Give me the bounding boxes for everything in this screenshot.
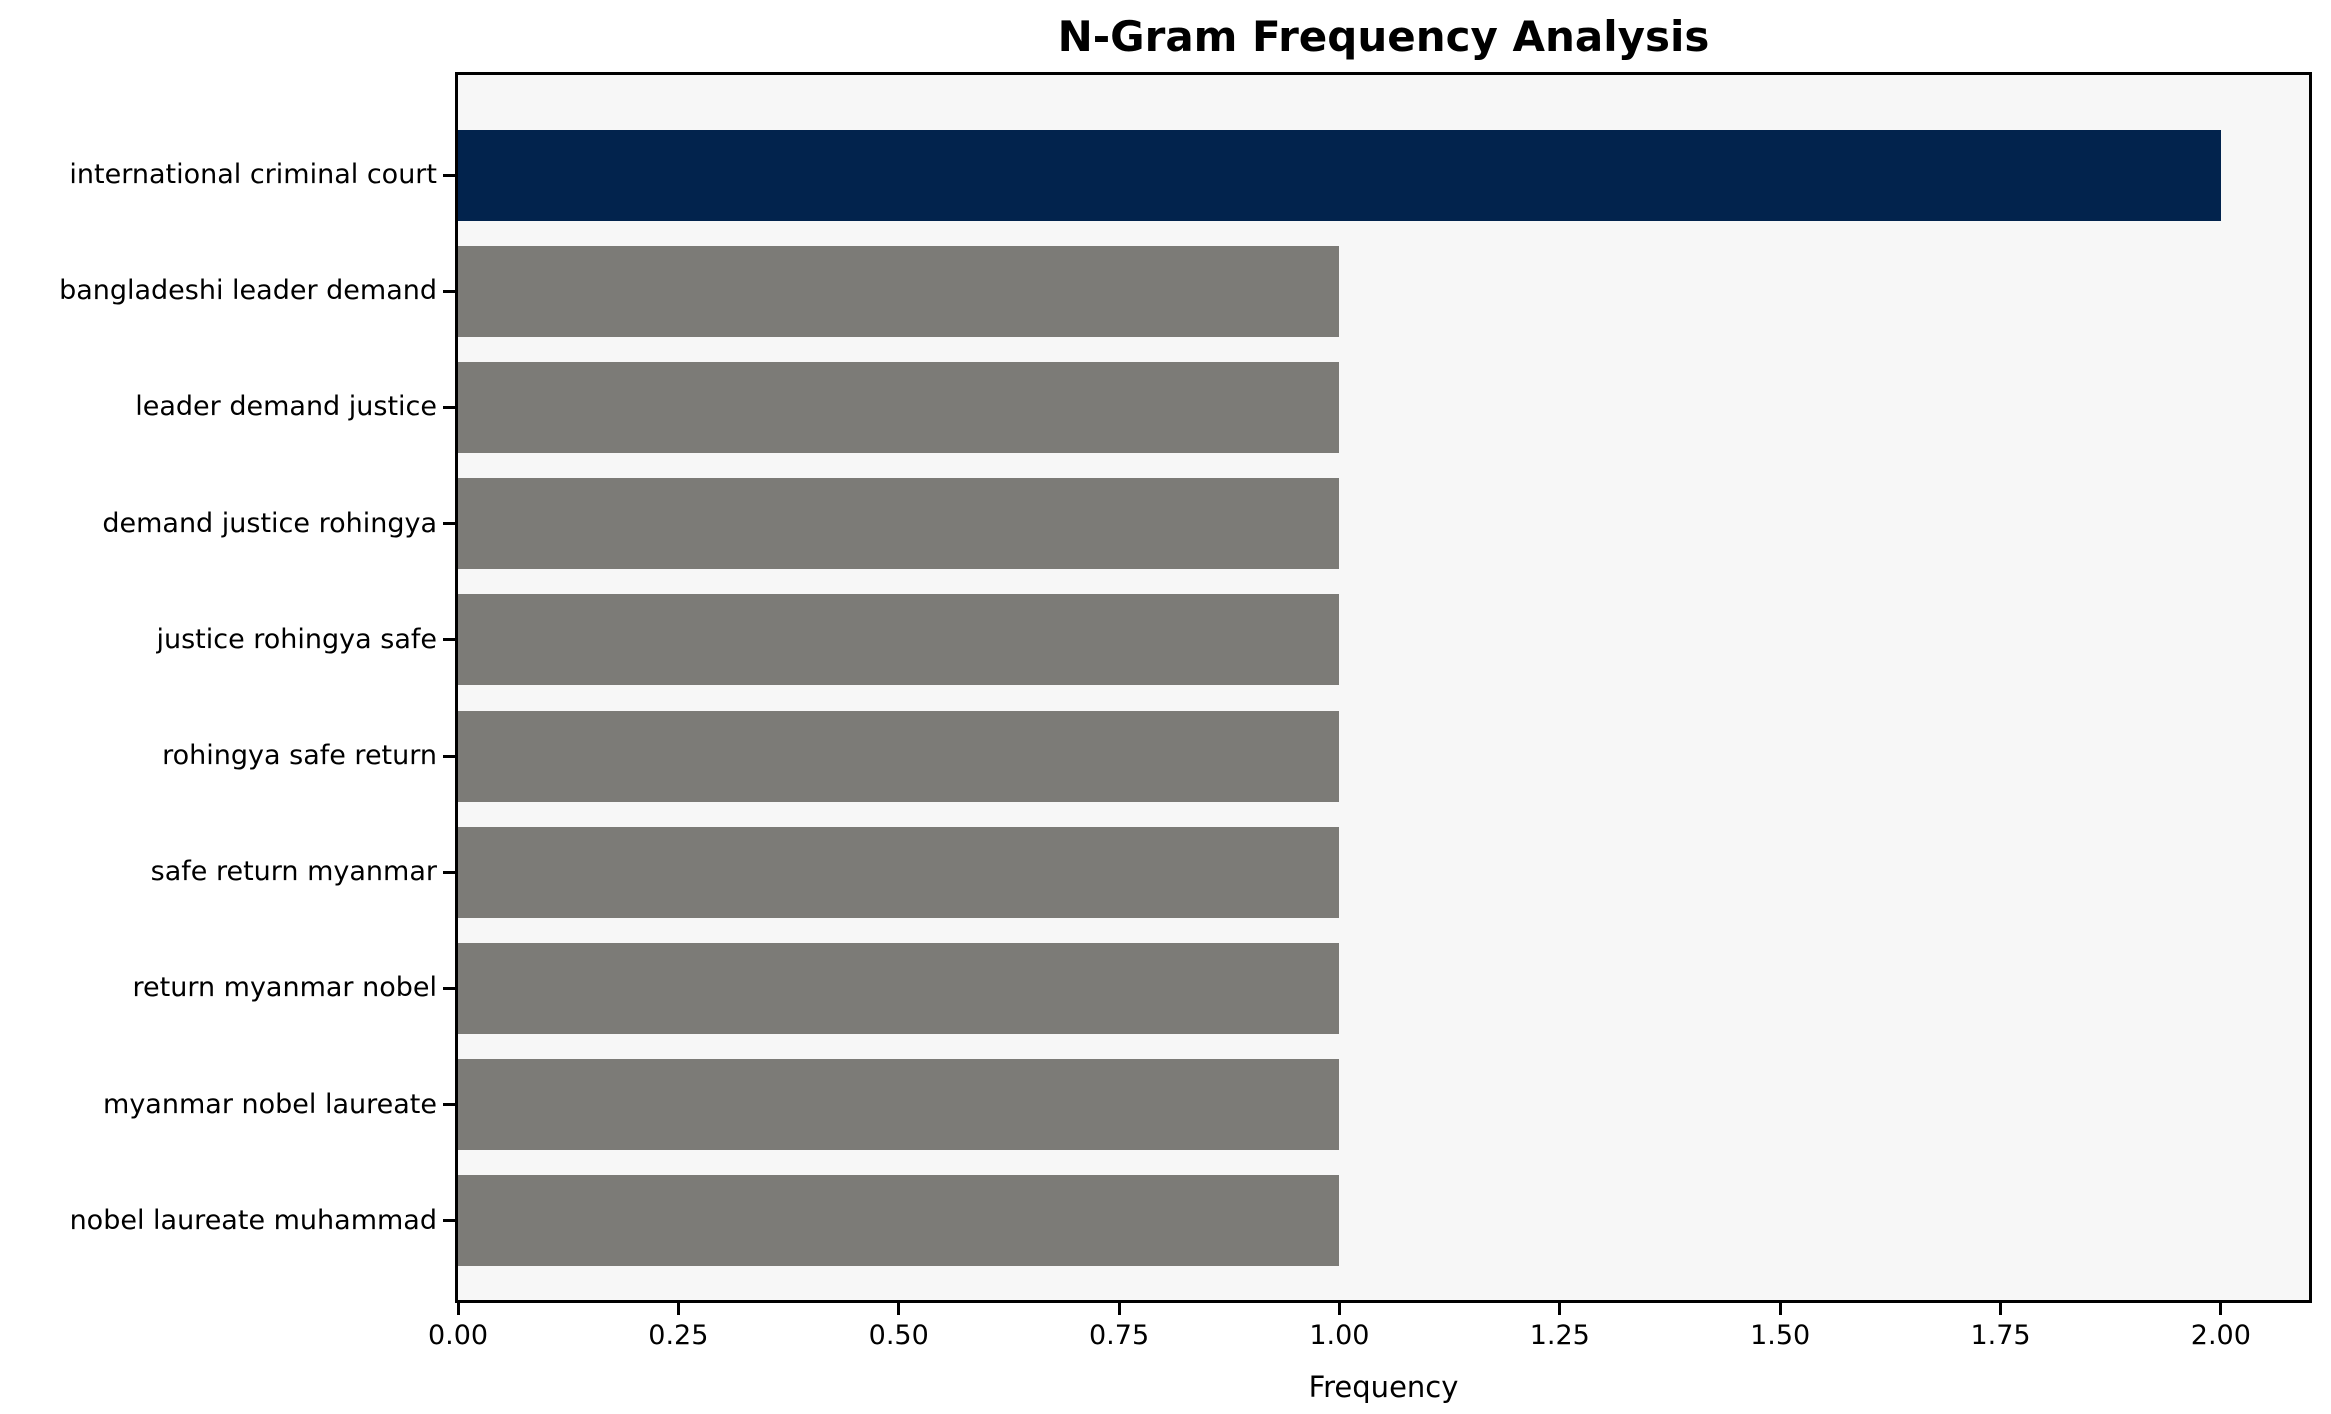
x-axis-label: Frequency <box>1308 1370 1459 1404</box>
bar <box>458 478 1340 570</box>
y-tick-mark <box>443 754 455 758</box>
y-tick-label: international criminal court <box>69 159 437 190</box>
x-tick-mark <box>1117 1303 1121 1315</box>
bar <box>458 361 1340 453</box>
x-tick-mark <box>1337 1303 1341 1315</box>
bar <box>458 1175 1340 1267</box>
y-tick-mark <box>443 986 455 990</box>
y-tick-mark <box>443 1103 455 1107</box>
y-tick-label: rohingya safe return <box>162 740 437 771</box>
y-tick-mark <box>443 638 455 642</box>
x-tick-label: 1.00 <box>1309 1320 1370 1351</box>
x-tick-label: 2.00 <box>2190 1320 2251 1351</box>
chart-title: N-Gram Frequency Analysis <box>1057 12 1710 61</box>
y-tick-label: return myanmar nobel <box>132 972 438 1004</box>
bar <box>458 594 1340 686</box>
y-tick-label: safe return myanmar <box>150 856 437 888</box>
y-tick-label: bangladeshi leader demand <box>59 275 437 307</box>
y-tick-mark <box>443 173 455 177</box>
x-tick-label: 0.75 <box>1089 1320 1150 1351</box>
bar <box>458 245 1340 337</box>
x-tick-mark <box>1778 1303 1782 1315</box>
x-tick-mark <box>1558 1303 1562 1315</box>
y-tick-label: myanmar nobel laureate <box>103 1088 437 1120</box>
y-tick-label: leader demand justice <box>135 391 437 423</box>
y-tick-label: nobel laureate muhammad <box>69 1204 437 1236</box>
bar <box>458 1059 1340 1151</box>
y-tick-mark <box>443 870 455 874</box>
bar <box>458 826 1340 918</box>
x-tick-mark <box>456 1303 460 1315</box>
y-tick-mark <box>443 522 455 526</box>
y-tick-label: demand justice rohingya <box>102 507 437 539</box>
bar <box>458 710 1340 802</box>
x-tick-label: 1.50 <box>1750 1320 1811 1351</box>
x-tick-label: 0.25 <box>648 1320 709 1351</box>
y-tick-mark <box>443 289 455 293</box>
bar <box>458 942 1340 1034</box>
bar <box>458 129 2221 221</box>
y-tick-mark <box>443 1219 455 1223</box>
x-tick-mark <box>676 1303 680 1315</box>
x-tick-label: 0.50 <box>868 1320 929 1351</box>
y-tick-label: justice rohingya safe <box>156 623 437 655</box>
x-tick-label: 1.25 <box>1529 1320 1590 1351</box>
x-tick-label: 1.75 <box>1970 1320 2031 1351</box>
x-tick-mark <box>2219 1303 2223 1315</box>
x-tick-label: 0.00 <box>427 1320 489 1351</box>
x-tick-mark <box>1999 1303 2002 1315</box>
y-tick-mark <box>443 405 455 409</box>
x-tick-mark <box>897 1303 901 1315</box>
